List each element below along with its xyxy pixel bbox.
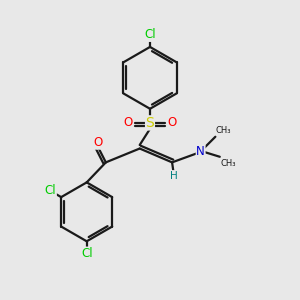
Text: CH₃: CH₃ <box>216 126 232 135</box>
Text: Cl: Cl <box>144 28 156 41</box>
Text: O: O <box>124 116 133 129</box>
Text: Cl: Cl <box>45 184 56 197</box>
Text: H: H <box>170 171 177 181</box>
Text: Cl: Cl <box>81 247 92 260</box>
Text: S: S <box>146 116 154 130</box>
Text: O: O <box>93 136 102 149</box>
Text: N: N <box>196 145 205 158</box>
Text: CH₃: CH₃ <box>221 158 236 167</box>
Text: O: O <box>167 116 176 129</box>
